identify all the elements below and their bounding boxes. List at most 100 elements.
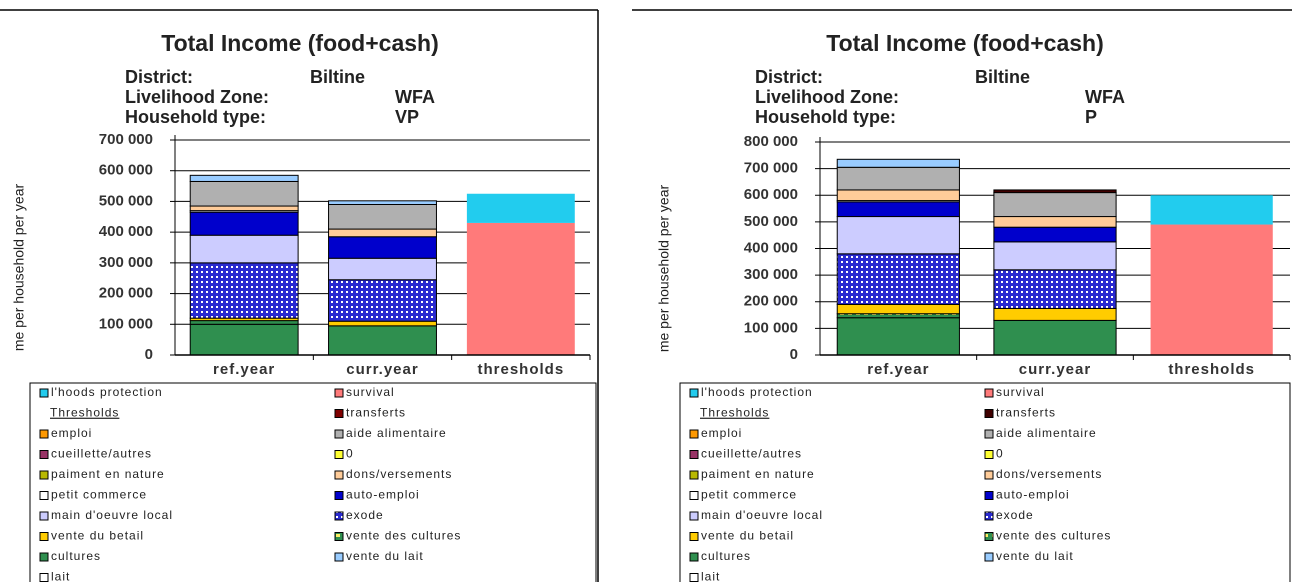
info-value: Biltine: [310, 67, 365, 87]
bar-segment: [189, 211, 299, 236]
legend-swatch: [334, 450, 344, 459]
info-label: Household type:: [125, 107, 266, 127]
legend-swatch: [689, 388, 699, 398]
bar-segment: [1150, 224, 1273, 355]
info-label: Livelihood Zone:: [125, 87, 269, 107]
y-tick-label: 100 000: [744, 319, 798, 336]
bar-segment: [328, 236, 437, 259]
info-value: P: [1085, 107, 1097, 127]
y-tick-label: 700 000: [744, 160, 798, 177]
bar-segment: [993, 226, 1117, 243]
bar-segment: [993, 307, 1117, 321]
legend-label: vente du lait: [346, 549, 424, 563]
legend-swatch: [689, 429, 699, 439]
legend-swatch: [984, 511, 994, 521]
bar-segment: [189, 174, 299, 182]
bar-segment: [328, 257, 437, 281]
legend-swatch: [334, 409, 344, 418]
y-tick-label: 300 000: [744, 266, 798, 283]
x-tick-label: thresholds: [1168, 361, 1255, 378]
legend-heading: Thresholds: [700, 406, 769, 420]
x-tick-label: curr.year: [1019, 361, 1091, 378]
x-tick-label: ref.year: [867, 361, 929, 378]
legend-label: aide alimentaire: [346, 426, 447, 440]
y-tick-label: 600 000: [744, 186, 798, 203]
bar-segment: [836, 216, 960, 255]
bar-segment: [836, 201, 960, 218]
bar-segment: [466, 193, 575, 223]
y-tick-label: 200 000: [744, 293, 798, 310]
y-tick-label: 800 000: [744, 133, 798, 150]
x-tick-label: thresholds: [477, 361, 564, 378]
bar-segment: [189, 323, 299, 356]
bar-segment: [328, 279, 437, 322]
y-tick-label: 300 000: [99, 254, 153, 271]
legend-label: vente du betail: [51, 529, 144, 543]
bar-segment: [836, 313, 960, 319]
legend-label: lait: [701, 570, 720, 582]
legend-label: aide alimentaire: [996, 426, 1097, 440]
y-tick-label: 700 000: [99, 131, 153, 148]
legend-label: lait: [51, 570, 70, 582]
bar-segment: [836, 253, 960, 305]
legend-label: paiment en nature: [51, 467, 165, 481]
legend-swatch: [39, 532, 49, 541]
legend-label: petit commerce: [701, 488, 797, 502]
legend-swatch: [39, 511, 49, 521]
bar-segment: [328, 325, 437, 356]
legend-label: auto-emploi: [996, 488, 1070, 502]
bar-segment: [993, 269, 1117, 309]
y-tick-label: 100 000: [99, 315, 153, 332]
legend-swatch: [39, 388, 49, 398]
legend-label: main d'oeuvre local: [51, 508, 173, 522]
info-value: Biltine: [975, 67, 1030, 87]
bar-segment: [993, 189, 1117, 194]
legend-label: 0: [996, 447, 1004, 461]
legend-label: cultures: [701, 549, 751, 563]
legend-swatch: [984, 450, 994, 459]
legend-swatch: [334, 511, 344, 521]
bar-segment: [993, 192, 1117, 218]
legend-label: vente des cultures: [996, 529, 1111, 543]
legend-label: cueillette/autres: [51, 447, 152, 461]
legend-label: 0: [346, 447, 354, 461]
legend-label: l'hoods protection: [701, 385, 813, 399]
bar-segment: [836, 158, 960, 168]
bar-segment: [328, 200, 437, 205]
x-tick-label: ref.year: [213, 361, 275, 378]
chart-title: Total Income (food+cash): [826, 30, 1104, 56]
legend-swatch: [39, 470, 49, 480]
legend-swatch: [39, 450, 49, 459]
bar-segment: [189, 205, 299, 212]
info-label: District:: [755, 67, 823, 87]
legend-label: vente du lait: [996, 549, 1074, 563]
legend-swatch: [334, 470, 344, 480]
legend-label: petit commerce: [51, 488, 147, 502]
bar-segment: [993, 319, 1117, 356]
legend-label: vente du betail: [701, 529, 794, 543]
bar-segment: [836, 166, 960, 191]
legend-label: main d'oeuvre local: [701, 508, 823, 522]
legend-swatch: [984, 388, 994, 398]
legend-swatch: [689, 450, 699, 459]
legend-label: emploi: [51, 426, 92, 440]
y-tick-label: 0: [790, 346, 798, 363]
legend-swatch: [689, 552, 699, 562]
legend-label: vente des cultures: [346, 529, 461, 543]
legend-label: survival: [346, 385, 395, 399]
legend-label: exode: [996, 508, 1034, 522]
bar-segment: [836, 189, 960, 202]
y-axis-label: me per household per year: [656, 185, 672, 353]
legend-swatch: [984, 429, 994, 439]
legend-swatch: [334, 429, 344, 439]
legend-swatch: [689, 491, 699, 500]
info-label: District:: [125, 67, 193, 87]
bar-segment: [189, 262, 299, 319]
legend-box: [679, 382, 1291, 582]
legend-label: l'hoods protection: [51, 385, 163, 399]
legend-swatch: [689, 470, 699, 480]
bar-segment: [1150, 195, 1273, 225]
bar-segment: [328, 204, 437, 230]
legend-label: transferts: [996, 406, 1056, 420]
y-tick-label: 400 000: [744, 239, 798, 256]
